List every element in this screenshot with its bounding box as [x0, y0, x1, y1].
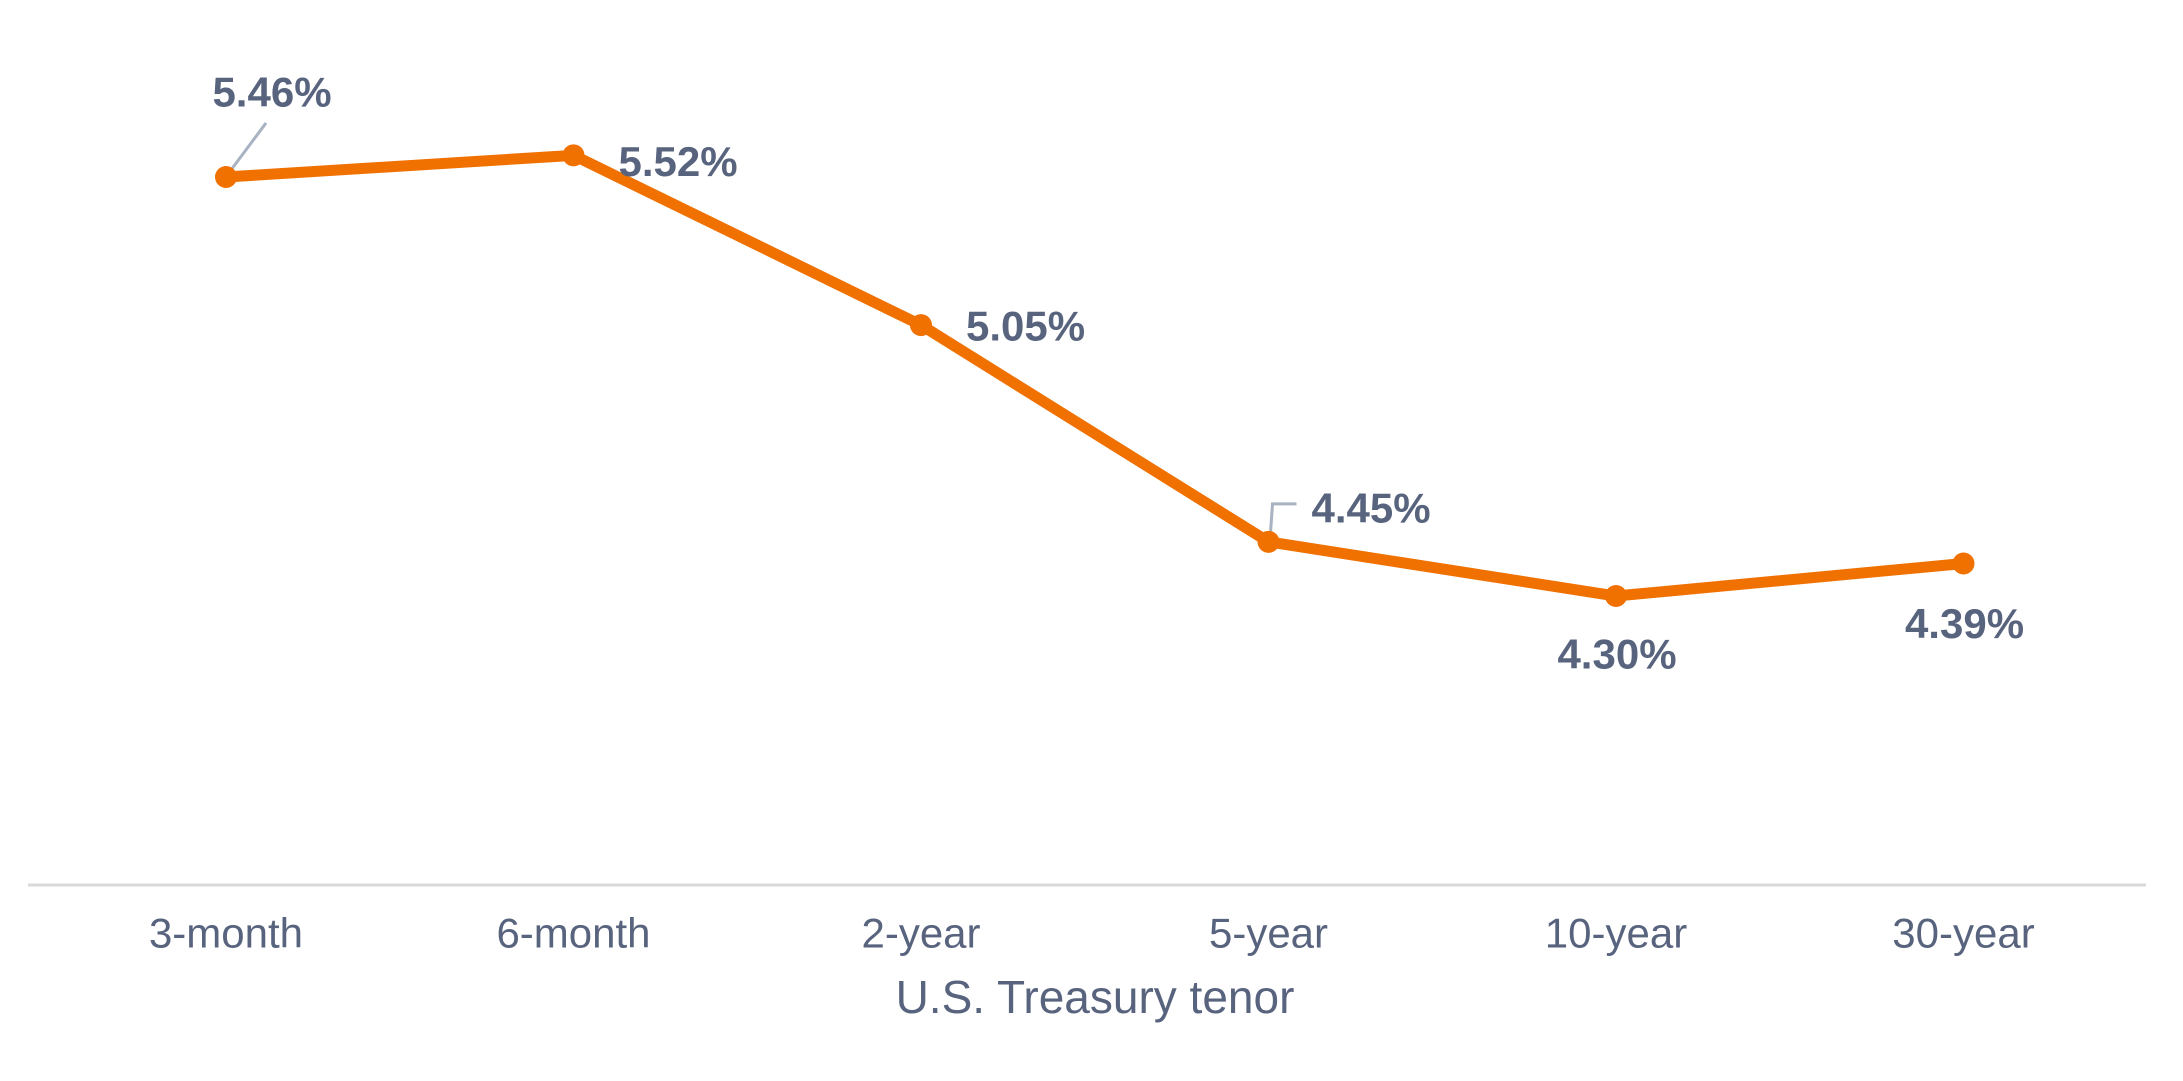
data-label: 5.05%: [966, 303, 1085, 350]
data-point-marker: [1257, 530, 1280, 553]
data-label: 5.52%: [619, 138, 738, 185]
label-leader-lines: [226, 122, 1297, 533]
x-tick-label: 3-month: [149, 910, 303, 957]
x-axis-title: U.S. Treasury tenor: [896, 971, 1295, 1023]
x-tick-label: 30-year: [1892, 910, 2034, 957]
data-point-markers: [215, 144, 1975, 608]
x-axis-tick-labels: 3-month 6-month 2-year 5-year 10-year 30-year: [149, 910, 2035, 957]
yield-curve-line: [220, 149, 1969, 602]
data-labels: 5.46% 5.52% 5.05% 4.45% 4.30% 4.39%: [212, 69, 2024, 678]
data-point-marker: [910, 314, 932, 337]
data-label: 5.46%: [212, 69, 331, 116]
x-tick-label: 6-month: [496, 910, 650, 957]
data-label: 4.45%: [1312, 484, 1431, 531]
x-tick-label: 2-year: [861, 910, 980, 957]
data-label: 4.39%: [1905, 600, 2024, 647]
leader-line: [226, 122, 268, 175]
x-tick-label: 10-year: [1545, 910, 1687, 957]
data-point-marker: [1605, 585, 1627, 608]
leader-line: [1269, 502, 1297, 533]
x-tick-label: 5-year: [1209, 910, 1328, 957]
data-point-marker: [1952, 552, 1975, 575]
data-label: 4.30%: [1557, 631, 1676, 678]
data-point-marker: [562, 144, 585, 167]
data-point-marker: [215, 166, 237, 188]
